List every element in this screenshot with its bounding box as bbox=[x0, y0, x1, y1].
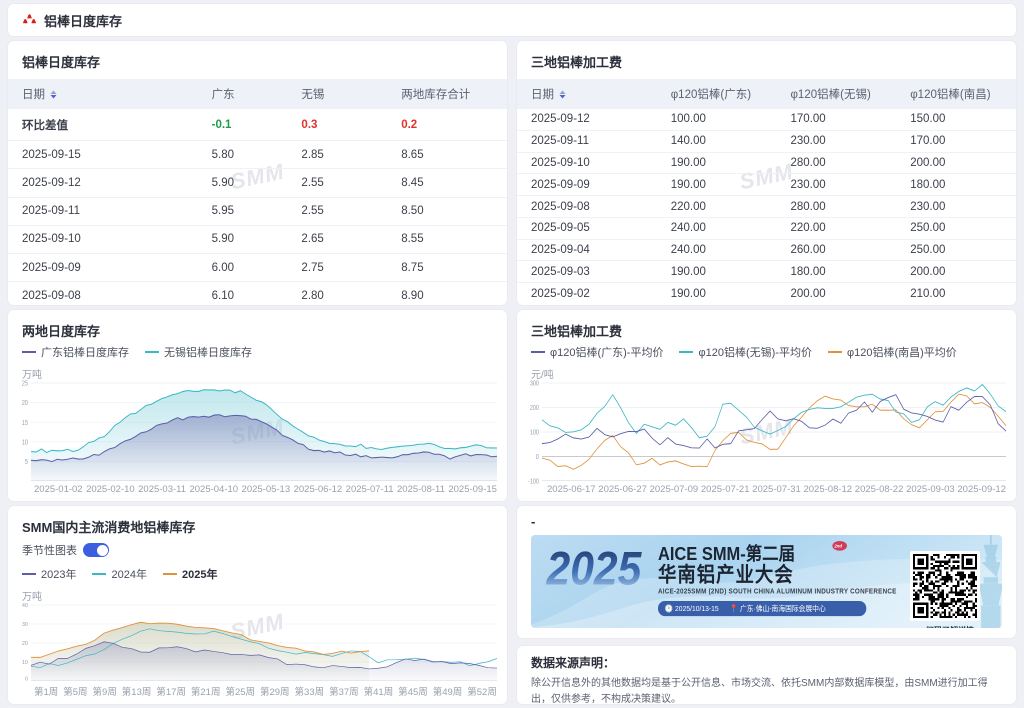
svg-text:30: 30 bbox=[22, 622, 28, 628]
svg-text:AICE-2025SMM (2ND) SOUTH CHINA: AICE-2025SMM (2ND) SOUTH CHINA ALUMINUM … bbox=[658, 588, 897, 595]
svg-text:📍 广东·佛山-南海国际会展中心: 📍 广东·佛山-南海国际会展中心 bbox=[730, 604, 826, 613]
svg-text:0: 0 bbox=[25, 676, 28, 682]
svg-text:20: 20 bbox=[22, 641, 28, 647]
svg-text:20: 20 bbox=[22, 400, 28, 408]
svg-text:AICE SMM-第二届: AICE SMM-第二届 bbox=[658, 543, 795, 564]
svg-text:5: 5 bbox=[25, 458, 28, 466]
svg-text:200: 200 bbox=[530, 404, 540, 412]
svg-text:300: 300 bbox=[530, 380, 540, 388]
svg-text:100: 100 bbox=[530, 429, 540, 437]
svg-text:15: 15 bbox=[22, 419, 28, 427]
svg-text:40: 40 bbox=[22, 603, 28, 609]
svg-text:0: 0 bbox=[536, 453, 539, 461]
svg-text:25: 25 bbox=[22, 380, 28, 388]
svg-text:10: 10 bbox=[22, 439, 28, 447]
svg-text:🕑 2025/10/13-15: 🕑 2025/10/13-15 bbox=[665, 604, 719, 613]
svg-text:10: 10 bbox=[22, 660, 28, 666]
svg-text:华南铝产业大会: 华南铝产业大会 bbox=[658, 563, 794, 587]
svg-text:2nd: 2nd bbox=[833, 543, 842, 548]
svg-text:2025: 2025 bbox=[546, 542, 643, 596]
